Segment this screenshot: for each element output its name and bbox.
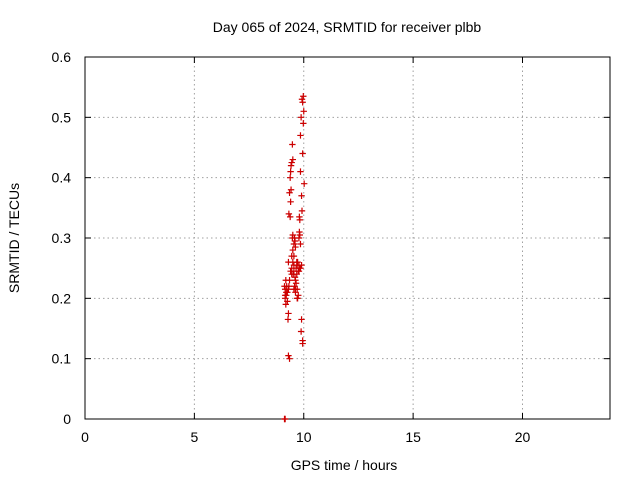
data-point [286,277,293,284]
data-point [297,264,304,272]
data-point [295,292,302,299]
x-tick-label: 10 [296,429,312,445]
data-point [292,280,300,287]
data-point [299,337,306,344]
data-point [292,277,299,284]
data-point [298,192,305,199]
data-point [300,120,307,127]
x-tick-label: 5 [190,429,198,445]
data-point [286,174,294,181]
data-point [281,292,289,299]
data-point [296,213,303,221]
data-point [298,96,306,103]
x-axis-label: GPS time / hours [291,457,398,473]
y-tick-label: 0 [63,411,71,427]
data-point [290,240,298,248]
y-tick-label: 0.4 [52,170,72,186]
data-point [285,310,292,317]
data-point [289,141,296,148]
data-point [288,271,295,278]
data-point [299,150,306,157]
data-point [286,213,294,221]
data-point [297,168,304,175]
tick-layer: 0 5 10 15 20 0 0.1 0.2 0.3 0.4 0.5 0.6 [52,49,610,445]
data-point [299,99,306,106]
data-point [290,286,298,293]
data-point [290,252,298,260]
y-tick-label: 0.5 [52,109,72,125]
data-point [298,207,306,215]
data-point [289,234,296,242]
x-tick-label: 0 [81,429,89,445]
data-point [293,295,301,302]
data-point [292,243,299,251]
data-point [298,261,305,269]
data-point [289,156,297,163]
y-tick-label: 0.1 [52,351,72,367]
data-point [300,180,308,187]
data-point [284,316,292,323]
data-point [297,240,304,248]
data-point [298,316,305,323]
y-tick-label: 0.3 [52,230,72,246]
data-point [282,301,290,308]
data-point [287,198,294,205]
data-point [287,186,295,193]
data-point [295,267,303,275]
data-point [292,289,299,296]
data-point [297,132,304,139]
data-point [286,189,293,196]
data-point [295,234,303,242]
y-tick-label: 0.6 [52,49,72,65]
data-point [287,267,294,275]
chart-title: Day 065 of 2024, SRMTID for receiver plb… [213,19,482,35]
data-points [281,93,308,423]
data-point [285,210,293,218]
data-point [281,283,288,290]
x-tick-label: 20 [515,429,531,445]
grid-layer [85,57,610,419]
data-point [297,328,305,335]
y-tick-label: 0.2 [52,290,72,306]
data-point [287,168,294,175]
data-point [284,298,291,305]
data-point [296,231,304,239]
data-point [285,352,292,359]
data-point [281,415,289,423]
data-point [288,159,295,166]
data-point [285,258,292,266]
data-point [300,93,307,100]
data-point [300,108,307,115]
x-tick-label: 15 [405,429,421,445]
data-point [287,162,295,169]
data-point [286,355,293,362]
data-point [297,114,305,121]
data-point [294,258,301,266]
y-axis-label: SRMTID / TECUs [6,183,22,293]
